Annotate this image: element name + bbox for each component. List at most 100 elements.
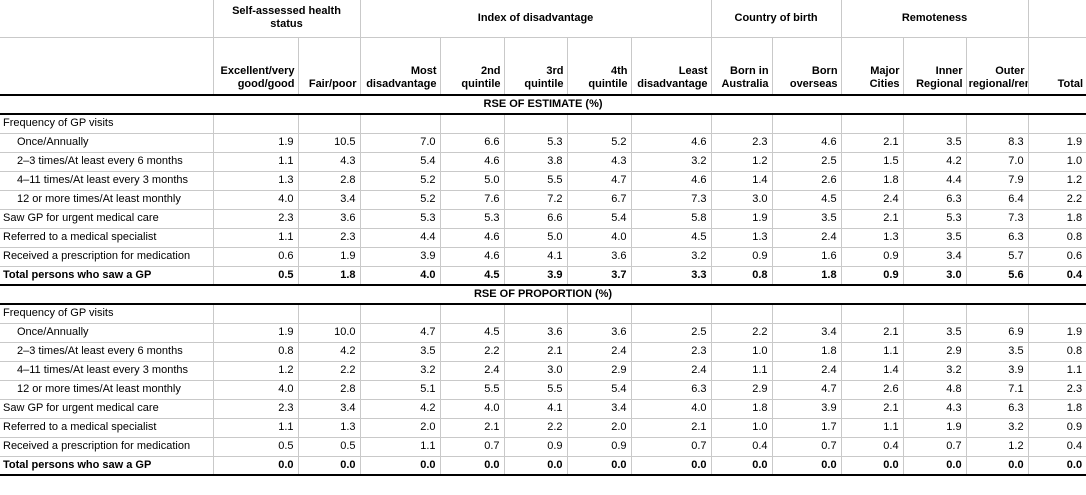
value-cell: 1.1	[212, 417, 299, 438]
value-cell	[630, 303, 712, 324]
value-cell: 0.0	[965, 455, 1029, 476]
value-cell: 4.0	[439, 398, 505, 419]
table-row: Total persons who saw a GP 0.0 0.0 0.0 0.0 0.…	[0, 455, 1086, 476]
row-label: Frequency of GP visits	[0, 113, 214, 134]
value-cell: 3.2	[902, 360, 967, 381]
value-cell: 2.4	[771, 360, 842, 381]
value-cell: 1.9	[212, 322, 299, 343]
value-cell: 1.3	[840, 227, 904, 248]
value-cell: 5.5	[439, 379, 505, 400]
group-header-empty-total-cell	[1027, 0, 1086, 38]
value-cell: 1.1	[359, 436, 441, 457]
value-cell: 4.6	[439, 227, 505, 248]
value-cell: 3.4	[297, 398, 361, 419]
value-cell: 1.6	[771, 246, 842, 267]
row-label: 12 or more times/At least monthly	[0, 379, 214, 400]
value-cell: 1.1	[840, 417, 904, 438]
section-title: RSE OF PROPORTION (%)	[0, 284, 1086, 305]
value-cell: 2.2	[297, 360, 361, 381]
value-cell: 3.0	[902, 265, 967, 286]
table-row: Referred to a medical specialist 1.1 2.3 4.…	[0, 227, 1086, 248]
value-cell: 2.8	[297, 379, 361, 400]
value-cell: 4.3	[297, 151, 361, 172]
value-cell: 0.0	[710, 455, 773, 476]
column-header: Most disadvantage	[359, 37, 441, 95]
value-cell: 5.3	[439, 208, 505, 229]
table-row: Received a prescription for medication 0.…	[0, 436, 1086, 457]
value-cell: 10.0	[297, 322, 361, 343]
row-label: 2–3 times/At least every 6 months	[0, 151, 214, 172]
value-cell: 0.7	[439, 436, 505, 457]
table-row: Frequency of GP visits	[0, 303, 1086, 324]
value-cell: 3.5	[965, 341, 1029, 362]
value-cell: 2.2	[439, 341, 505, 362]
value-cell: 4.1	[503, 398, 568, 419]
value-cell: 2.9	[902, 341, 967, 362]
table-row: Received a prescription for medication 0.…	[0, 246, 1086, 267]
value-cell: 3.5	[359, 341, 441, 362]
value-cell: 5.2	[359, 189, 441, 210]
value-cell: 0.8	[710, 265, 773, 286]
value-cell	[630, 113, 712, 134]
table-row: Total persons who saw a GP 0.5 1.8 4.0 4.5 3.…	[0, 265, 1086, 286]
value-cell: 4.7	[771, 379, 842, 400]
column-header: 3rd quintile	[503, 37, 568, 95]
value-cell: 1.0	[1027, 151, 1086, 172]
value-cell: 2.6	[771, 170, 842, 191]
value-cell: 2.1	[840, 398, 904, 419]
section-band-row: RSE OF ESTIMATE (%)	[0, 94, 1086, 115]
value-cell: 1.8	[1027, 208, 1086, 229]
value-cell: 1.3	[212, 170, 299, 191]
value-cell: 4.0	[566, 227, 632, 248]
value-cell: 2.5	[771, 151, 842, 172]
value-cell: 2.4	[566, 341, 632, 362]
value-cell: 0.0	[566, 455, 632, 476]
column-header: Least disadvantage	[630, 37, 712, 95]
table-row: Saw GP for urgent medical care 2.3 3.6 5.3 5…	[0, 208, 1086, 229]
row-label: 4–11 times/At least every 3 months	[0, 360, 214, 381]
value-cell: 0.8	[1027, 341, 1086, 362]
value-cell	[212, 303, 299, 324]
value-cell: 6.6	[503, 208, 568, 229]
value-cell: 7.9	[965, 170, 1029, 191]
value-cell: 0.4	[710, 436, 773, 457]
value-cell: 5.0	[503, 227, 568, 248]
value-cell: 0.5	[212, 436, 299, 457]
value-cell: 1.5	[840, 151, 904, 172]
value-cell: 0.8	[212, 341, 299, 362]
value-cell: 5.6	[965, 265, 1029, 286]
value-cell: 2.1	[840, 322, 904, 343]
table-row: 12 or more times/At least monthly 4.0 3.4 5…	[0, 189, 1086, 210]
row-label: Frequency of GP visits	[0, 303, 214, 324]
value-cell: 3.5	[902, 322, 967, 343]
value-cell: 3.5	[771, 208, 842, 229]
value-cell: 5.2	[566, 132, 632, 153]
value-cell: 3.5	[902, 227, 967, 248]
value-cell: 7.6	[439, 189, 505, 210]
value-cell: 3.8	[503, 151, 568, 172]
value-cell: 8.3	[965, 132, 1029, 153]
value-cell: 0.7	[630, 436, 712, 457]
value-cell: 5.3	[503, 132, 568, 153]
value-cell: 3.6	[297, 208, 361, 229]
value-cell: 5.3	[359, 208, 441, 229]
value-cell: 2.9	[566, 360, 632, 381]
value-cell: 4.4	[902, 170, 967, 191]
value-cell: 6.3	[965, 227, 1029, 248]
value-cell: 0.0	[630, 455, 712, 476]
table-row: 12 or more times/At least monthly 4.0 2.8 5…	[0, 379, 1086, 400]
value-cell: 7.3	[630, 189, 712, 210]
value-cell: 4.3	[566, 151, 632, 172]
value-cell: 6.3	[902, 189, 967, 210]
value-cell: 2.0	[359, 417, 441, 438]
value-cell: 1.1	[212, 227, 299, 248]
value-cell: 2.4	[771, 227, 842, 248]
value-cell: 4.8	[902, 379, 967, 400]
value-cell: 5.0	[439, 170, 505, 191]
value-cell: 3.6	[566, 322, 632, 343]
value-cell: 2.3	[212, 208, 299, 229]
value-cell: 0.8	[1027, 227, 1086, 248]
value-cell: 2.5	[630, 322, 712, 343]
spreadsheet-table-view: Self-assessed health status Index of disa…	[0, 0, 1086, 476]
value-cell	[503, 303, 568, 324]
